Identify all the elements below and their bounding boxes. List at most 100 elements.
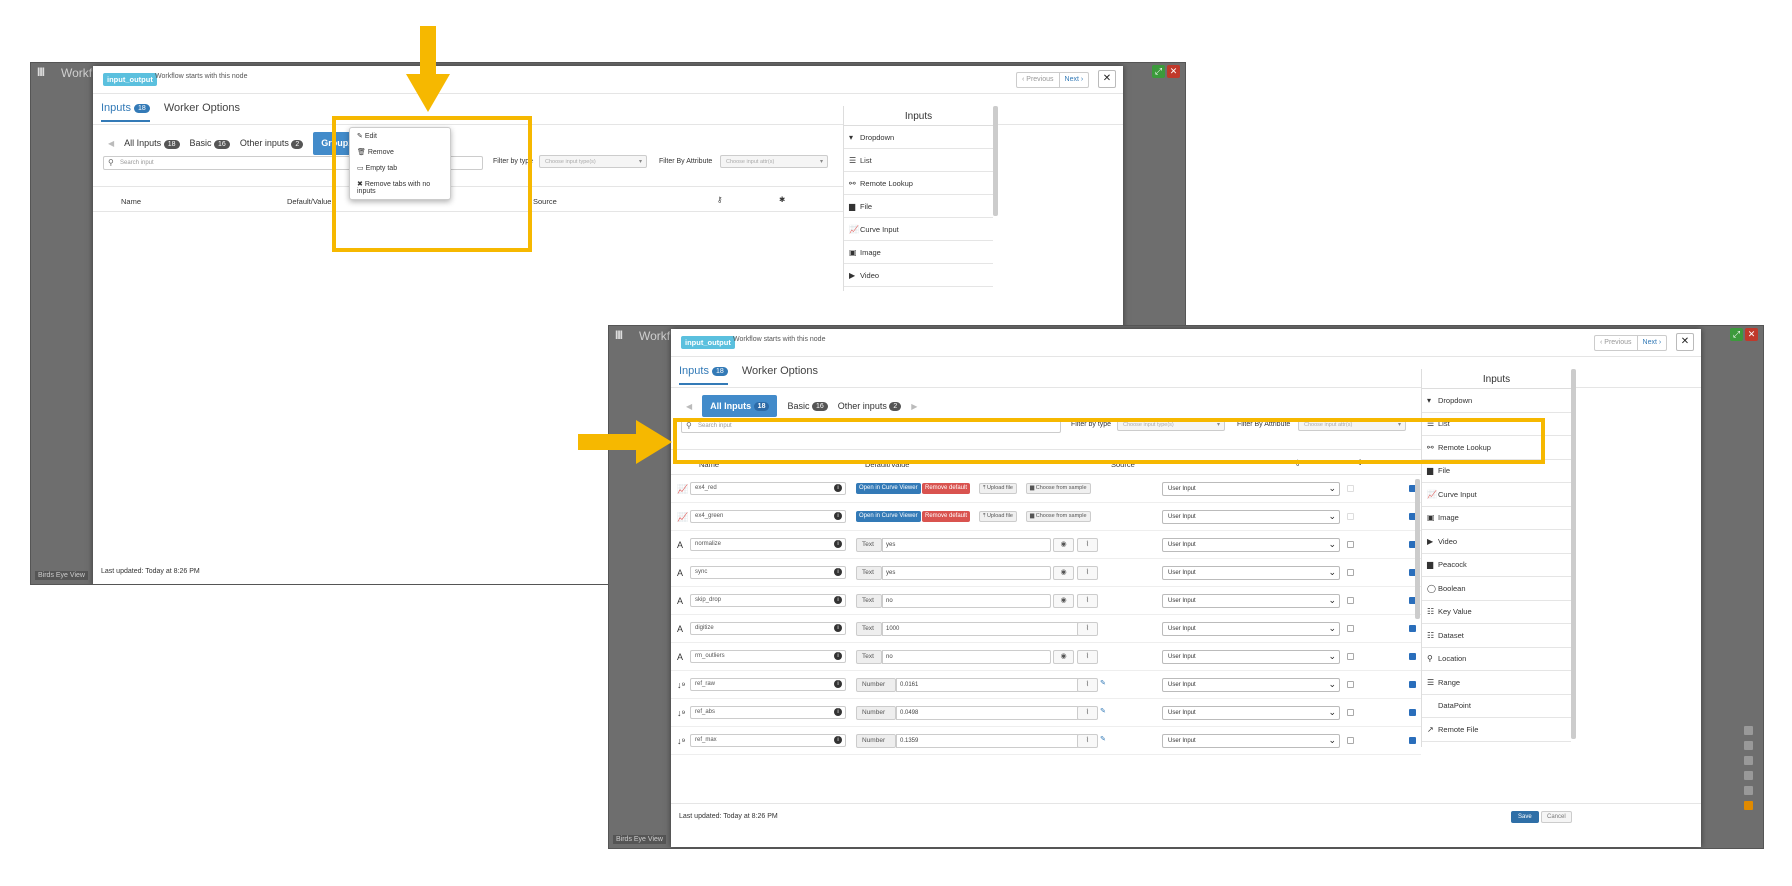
tab-inputs[interactable]: Inputs 18 [679,365,728,385]
panel-item[interactable]: 📈 Curve Input [844,218,993,241]
eye-icon[interactable]: ◉ [1053,538,1074,552]
name-input[interactable]: ex4_green i [690,510,846,523]
paperclip-icon[interactable]: ⌇ [1077,566,1098,580]
next-button[interactable]: Next › [1058,73,1089,87]
tab-inputs[interactable]: Inputs 18 [101,102,150,122]
previous-button[interactable]: ‹ Previous [1022,76,1054,83]
name-input[interactable]: digitize i [690,622,846,635]
remove-default-button[interactable]: Remove default [922,511,971,522]
menu-item-remove-empty[interactable]: ✖ Remove tabs with no inputs [350,176,450,199]
paperclip-icon[interactable]: ⌇ [1077,650,1098,664]
panel-scrollbar[interactable] [993,106,998,216]
required-checkbox[interactable] [1409,653,1416,660]
panel-item[interactable]: ☰ Range [1422,671,1571,695]
subtab-basic[interactable]: Basic 16 [190,138,230,149]
upload-file-button[interactable]: ⤒ Upload file [979,511,1017,522]
panel-item[interactable]: ▾ Dropdown [1422,389,1571,413]
open-curve-viewer-button[interactable]: Open in Curve Viewer [856,483,921,494]
tool-icon[interactable] [1744,741,1753,750]
maximize-icon[interactable]: ⤢ [1730,328,1743,341]
panel-item[interactable]: ☷ Dataset [1422,624,1571,648]
birds-eye-view[interactable]: Birds Eye View [613,835,666,844]
source-select[interactable]: User Input ⌄ [1162,566,1340,580]
birds-eye-view[interactable]: Birds Eye View [35,571,88,580]
tool-icon[interactable] [1744,771,1753,780]
key-checkbox[interactable] [1347,569,1354,576]
value-input[interactable]: yes [882,538,1051,552]
key-checkbox[interactable] [1347,597,1354,604]
source-select[interactable]: User Input ⌄ [1162,706,1340,720]
name-input[interactable]: sync i [690,566,846,579]
subtab-other-inputs[interactable]: Other inputs 2 [240,138,304,149]
filter-type-select[interactable]: Choose input type(s) ▾ [539,155,647,168]
tool-icon[interactable] [1744,801,1753,810]
close-modal-button[interactable]: ✕ [1676,333,1694,351]
scroll-left-icon[interactable]: ◀ [108,139,115,148]
panel-item[interactable]: ▆ File [1422,460,1571,483]
info-icon[interactable]: i [834,484,842,492]
key-checkbox[interactable] [1347,625,1354,632]
panel-item[interactable]: ☰ List [1422,413,1571,436]
close-modal-button[interactable]: ✕ [1098,70,1116,88]
menu-item-edit[interactable]: ✎ Edit [350,128,450,144]
value-input[interactable]: no [882,650,1051,664]
grid-menu-icon[interactable]: III [615,328,623,342]
eye-icon[interactable]: ◉ [1053,650,1074,664]
value-input[interactable]: yes [882,566,1051,580]
tool-icon[interactable] [1744,726,1753,735]
remove-default-button[interactable]: Remove default [922,483,971,494]
paperclip-icon[interactable]: ⌇ [1077,678,1098,692]
value-input[interactable]: 0.1359 [896,734,1079,748]
name-input[interactable]: skip_drop i [690,594,846,607]
panel-item[interactable]: ⚯ Remote Lookup [1422,436,1571,460]
previous-button[interactable]: ‹ Previous [1600,339,1632,346]
edit-icon[interactable]: ✎ [1100,736,1106,743]
info-icon[interactable]: i [834,680,842,688]
required-checkbox[interactable] [1409,625,1416,632]
key-checkbox[interactable] [1347,653,1354,660]
subtab-basic[interactable]: Basic 16 [787,401,828,412]
source-select[interactable]: User Input ⌄ [1162,594,1340,608]
scroll-left-icon[interactable]: ◀ [686,401,693,411]
source-select[interactable]: User Input ⌄ [1162,482,1340,496]
name-input[interactable]: rm_outliers i [690,650,846,663]
panel-item[interactable]: ▶ Video [1422,530,1571,554]
value-input[interactable]: 0.0161 [896,678,1079,692]
info-icon[interactable]: i [834,708,842,716]
required-checkbox[interactable] [1409,737,1416,744]
name-input[interactable]: ref_max i [690,734,846,747]
edit-icon[interactable]: ✎ [1100,708,1106,715]
tab-worker-options[interactable]: Worker Options [741,365,819,377]
key-checkbox[interactable] [1347,681,1354,688]
paperclip-icon[interactable]: ⌇ [1077,734,1098,748]
subtab-all-inputs[interactable]: All Inputs 18 [702,395,778,418]
search-input[interactable]: ⚲ Search input [103,156,483,170]
panel-item[interactable]: ◯ Boolean [1422,577,1571,601]
open-curve-viewer-button[interactable]: Open in Curve Viewer [856,511,921,522]
required-checkbox[interactable] [1409,709,1416,716]
upload-file-button[interactable]: ⤒ Upload file [979,483,1017,494]
tool-icon[interactable] [1744,756,1753,765]
subtab-other-inputs[interactable]: Other inputs 2 [838,401,902,412]
value-input[interactable]: 0.0498 [896,706,1079,720]
panel-item[interactable]: ⚲ Location [1422,648,1571,671]
panel-item[interactable]: ↗ Remote File [1422,718,1571,742]
table-scrollbar[interactable] [1415,479,1420,619]
paperclip-icon[interactable]: ⌇ [1077,594,1098,608]
panel-item[interactable]: ▆ Peacock [1422,554,1571,577]
panel-item[interactable]: ☰ List [844,149,993,172]
source-select[interactable]: User Input ⌄ [1162,510,1340,524]
info-icon[interactable]: i [834,512,842,520]
panel-item[interactable]: DataPoint [1422,695,1571,718]
menu-item-empty-tab[interactable]: ▭ Empty tab [350,160,450,176]
panel-item[interactable]: ▶ Video [844,264,993,287]
panel-item[interactable]: ▾ Dropdown [844,126,993,149]
panel-item[interactable]: ☷ Key Value [1422,601,1571,624]
panel-item[interactable]: ▣ Image [1422,507,1571,530]
panel-item[interactable]: ▣ Image [844,241,993,264]
subtab-all-inputs[interactable]: All Inputs 18 [124,138,180,149]
next-button[interactable]: Next › [1636,336,1667,350]
close-window-icon[interactable]: ✕ [1745,328,1758,341]
paperclip-icon[interactable]: ⌇ [1077,706,1098,720]
source-select[interactable]: User Input ⌄ [1162,678,1340,692]
